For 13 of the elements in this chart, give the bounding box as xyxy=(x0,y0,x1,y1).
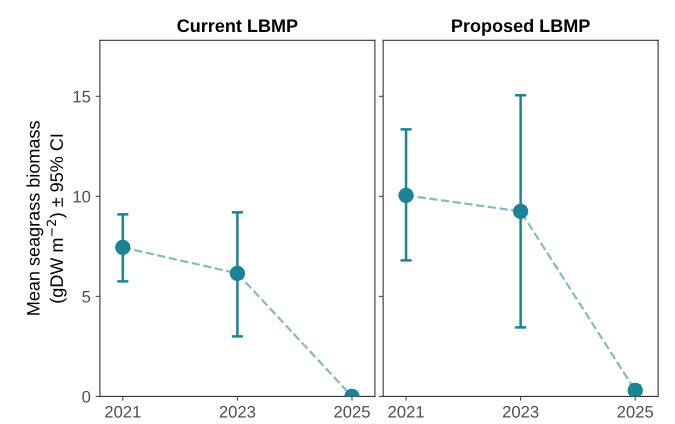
y-axis-title: Mean seagrass biomass (gDW m$^{−2}$) ± 95% CI xyxy=(26,121,67,315)
x-tick-label: 2025 xyxy=(334,406,370,418)
x-tick-label: 2025 xyxy=(618,406,654,418)
y-tick-label: 15 xyxy=(74,90,90,103)
y-tick-label: 5 xyxy=(82,290,90,303)
y-tick-label: 10 xyxy=(74,190,90,203)
y-tick-label: 0 xyxy=(82,390,90,403)
x-tick-label: 2023 xyxy=(502,406,538,418)
x-tick-label: 2021 xyxy=(105,406,141,418)
chart-title: Current LBMP xyxy=(177,19,298,32)
x-tick-label: 2021 xyxy=(388,406,424,418)
chart-title: Proposed LBMP xyxy=(452,18,590,36)
x-tick-label: 2023 xyxy=(220,406,256,418)
